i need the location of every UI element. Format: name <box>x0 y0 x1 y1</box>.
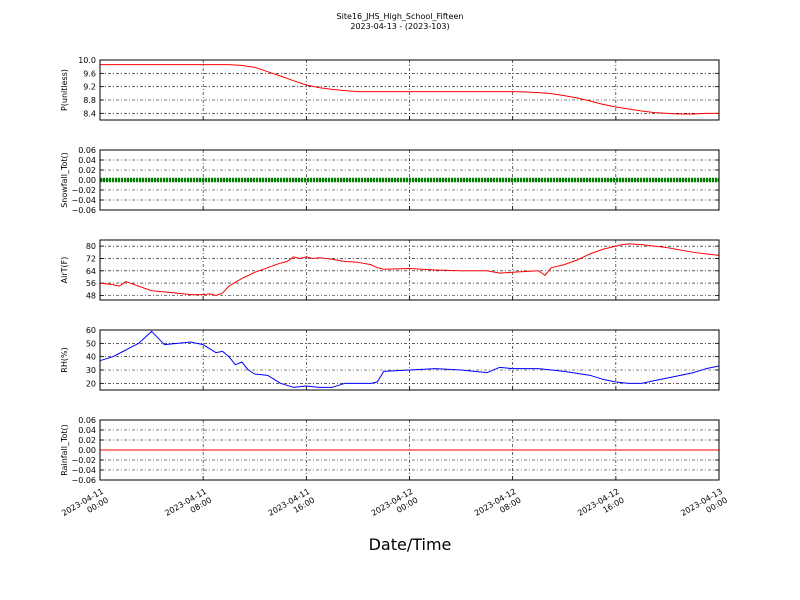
y-tick-label: −0.04 <box>71 466 96 475</box>
y-tick-label: 0.06 <box>78 146 96 155</box>
chart-subtitle: 2023-04-13 - (2023-103) <box>350 22 449 31</box>
plot-frame <box>99 329 720 391</box>
subplot-panels: 8.48.89.29.610.0P(unitless)−0.06−0.04−0.… <box>60 56 720 485</box>
y-tick-label: 80 <box>86 242 96 251</box>
panel-2: −0.06−0.04−0.020.000.020.040.06 Snowfall_… <box>60 146 720 215</box>
y-tick-label: 60 <box>86 326 96 335</box>
y-tick-label: 10.0 <box>78 56 96 65</box>
panel-1: 8.4 8.8 9.2 9.6 10.0 P(unitless) <box>60 56 720 121</box>
y-axis-label: AirT(F) <box>60 257 69 284</box>
y-tick-label: 0.06 <box>78 416 96 425</box>
y-tick-label: 8.4 <box>83 109 96 118</box>
y-tick-label: 64 <box>86 267 96 276</box>
panel-3: 48 56 64 72 80 AirT(F) <box>60 239 720 301</box>
plot-frame <box>99 239 720 301</box>
y-tick-label: 20 <box>86 379 96 388</box>
y-tick-label: 0.04 <box>78 426 96 435</box>
panel-4: 20 30 40 50 60 RH(%) <box>60 326 720 391</box>
y-tick-label: 72 <box>86 254 96 263</box>
y-tick-label: −0.06 <box>71 206 96 215</box>
y-tick-label: −0.06 <box>71 476 96 485</box>
y-tick-label: 40 <box>86 353 96 362</box>
y-tick-label: −0.04 <box>71 196 96 205</box>
chart-title: Site16_JHS_High_School_Fifteen <box>337 12 464 21</box>
series-line <box>99 330 720 388</box>
y-tick-label: 9.2 <box>83 83 96 92</box>
y-tick-label: 0.00 <box>78 446 96 455</box>
x-axis-tick-labels: 2023-04-1100:00 2023-04-1108:00 2023-04-11… <box>60 487 729 527</box>
y-tick-label: 9.6 <box>83 69 96 78</box>
y-axis-label: RH(%) <box>60 347 69 372</box>
y-tick-label: 0.00 <box>78 176 96 185</box>
y-tick-label: 0.04 <box>78 156 96 165</box>
y-axis-label: P(unitless) <box>60 69 69 111</box>
x-tick-label: 2023-04-1300:00 <box>679 487 729 527</box>
y-tick-label: 48 <box>86 291 96 300</box>
x-tick-label: 2023-04-1200:00 <box>370 487 420 527</box>
x-axis-label: Date/Time <box>369 535 452 554</box>
series-line <box>100 64 719 115</box>
panel-5: −0.06−0.04−0.020.000.020.040.06 Rainfall_… <box>60 416 720 485</box>
y-tick-label: 30 <box>86 366 96 375</box>
plot-frame <box>99 59 720 121</box>
y-axis-label: Snowfall_Tot() <box>60 152 69 208</box>
y-tick-label: 0.02 <box>78 166 96 175</box>
x-tick-label: 2023-04-1116:00 <box>267 487 317 527</box>
y-tick-label: −0.02 <box>71 456 96 465</box>
x-tick-label: 2023-04-1108:00 <box>163 487 213 527</box>
x-tick-label: 2023-04-1208:00 <box>473 487 523 527</box>
y-tick-label: 0.02 <box>78 436 96 445</box>
y-tick-label: 8.8 <box>83 96 96 105</box>
y-tick-label: −0.02 <box>71 186 96 195</box>
y-axis-label: Rainfall_Tot() <box>60 424 69 476</box>
y-tick-label: 56 <box>86 279 96 288</box>
y-tick-label: 50 <box>86 339 96 348</box>
x-tick-label: 2023-04-1216:00 <box>576 487 626 527</box>
series-line <box>99 243 720 296</box>
x-tick-label: 2023-04-1100:00 <box>60 487 110 527</box>
plot-frame <box>99 149 720 211</box>
plot-frame <box>99 419 720 481</box>
